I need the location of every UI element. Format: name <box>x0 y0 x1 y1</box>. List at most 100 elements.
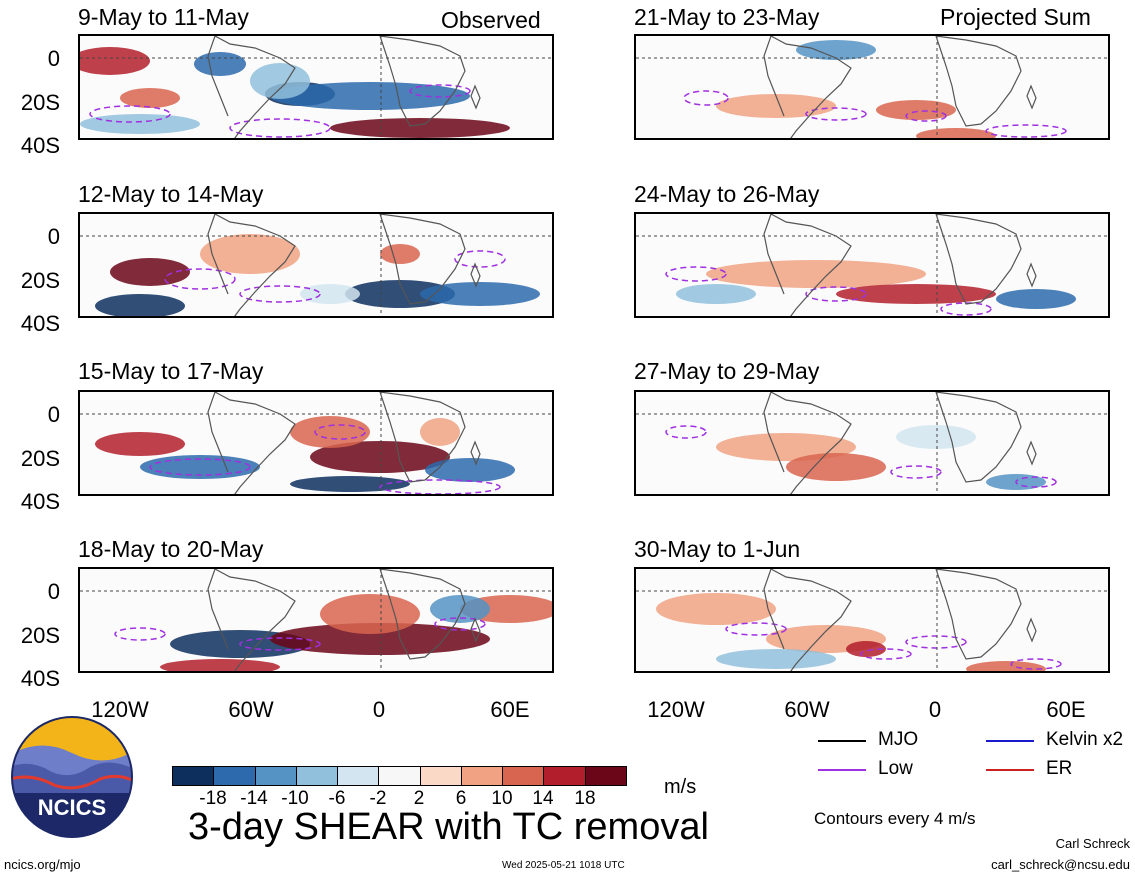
shear-map-panel-6 <box>634 212 1110 318</box>
low-contour <box>683 90 729 106</box>
shear-field <box>636 214 1108 316</box>
colorbar-swatch <box>503 767 545 785</box>
shear-anomaly-region <box>250 63 310 99</box>
shear-anomaly-region <box>200 234 300 274</box>
low-contour <box>665 425 707 439</box>
shear-anomaly-region <box>706 260 926 288</box>
shear-anomaly-region <box>716 649 836 669</box>
colorbar-swatch <box>173 767 215 785</box>
shear-map-panel-1 <box>78 34 554 140</box>
y-tick-label: 0 <box>47 579 60 604</box>
low-contour <box>239 285 321 303</box>
coastline-africa <box>935 36 1037 127</box>
colorbar-swatch <box>255 767 297 785</box>
colorbar-label: -6 <box>328 788 346 809</box>
low-contour <box>890 465 942 479</box>
legend-label-mjo: MJO <box>878 729 919 750</box>
low-contour <box>905 110 947 122</box>
shear-anomaly-region <box>846 641 886 657</box>
shear-map-panel-4 <box>78 567 554 673</box>
shear-anomaly-region <box>420 418 460 446</box>
shear-anomaly-region <box>160 659 280 671</box>
panel-title-3: 15-May to 17-May <box>78 358 264 384</box>
shear-anomaly-region <box>430 595 490 623</box>
shear-anomaly-region <box>656 593 776 625</box>
colorbar-unit: m/s <box>664 776 697 798</box>
shear-field <box>80 392 552 494</box>
low-contour <box>665 266 727 282</box>
colorbar-label: -10 <box>281 788 309 809</box>
low-contour <box>409 84 471 98</box>
ncics-logo: NCICS <box>10 715 134 839</box>
shear-anomaly-region <box>270 82 470 110</box>
shear-anomaly-region <box>896 425 976 449</box>
low-contour <box>905 635 967 649</box>
shear-field <box>636 392 1108 494</box>
shear-anomaly-region <box>786 453 886 481</box>
shear-map-panel-3 <box>78 390 554 496</box>
shear-anomaly-region <box>380 244 420 264</box>
legend-label-kelvin: Kelvin x2 <box>1046 729 1124 750</box>
coastline-south-america <box>763 569 852 671</box>
y-tick-label: 0 <box>47 224 60 249</box>
shear-field <box>80 214 552 316</box>
y-tick-label: 0 <box>47 402 60 427</box>
coastline-south-america <box>207 569 296 671</box>
low-contour <box>89 105 171 123</box>
colorbar-swatch <box>338 767 380 785</box>
panel-title-5: 21-May to 23-May <box>634 4 820 30</box>
colorbar-labels: -18 -14 -10 -6 -2 2 6 10 14 18 <box>172 786 627 816</box>
legend-label-low: Low <box>878 758 913 779</box>
x-tick-label: 120W <box>91 697 149 722</box>
footer-timestamp: Wed 2025-05-21 1018 UTC <box>502 860 625 871</box>
legend-line-kelvin <box>986 740 1034 742</box>
shear-anomaly-region <box>80 47 150 75</box>
contour-note: Contours every 4 m/s <box>814 809 976 828</box>
shear-anomaly-region <box>320 594 420 634</box>
low-contour <box>805 286 867 302</box>
x-tick-label: 60E <box>490 697 530 722</box>
colorbar-label: 18 <box>574 788 596 809</box>
shear-anomaly-region <box>95 432 185 456</box>
panel-title-2: 12-May to 14-May <box>78 181 264 207</box>
y-tick-label: 40S <box>20 489 60 514</box>
colorbar-swatch <box>585 767 626 785</box>
shear-anomaly-region <box>420 282 540 306</box>
shear-anomaly-region <box>80 114 200 134</box>
shear-anomaly-region <box>796 40 876 60</box>
shear-anomaly-region <box>996 289 1076 309</box>
panel-title-1: 9-May to 11-May <box>78 4 249 30</box>
low-contour <box>229 118 331 138</box>
coastline-africa <box>379 569 481 660</box>
coastline-south-america <box>207 214 296 316</box>
low-contour <box>805 107 867 121</box>
colorbar-label: -14 <box>240 788 268 809</box>
y-tick-label: 40S <box>20 311 60 336</box>
legend-line-low <box>818 769 866 771</box>
legend-label-er: ER <box>1046 758 1073 779</box>
shear-map-panel-5 <box>634 34 1110 140</box>
colorbar-swatch <box>379 767 421 785</box>
shear-anomaly-region <box>310 441 450 473</box>
colorbar-label: 14 <box>532 788 554 809</box>
shear-anomaly-region <box>836 284 996 304</box>
shear-anomaly-region <box>194 52 246 76</box>
colorbar-label: 2 <box>413 788 425 809</box>
low-contour <box>314 424 366 440</box>
low-contour <box>149 458 251 476</box>
colorbar-swatch <box>544 767 586 785</box>
coastline-south-america <box>207 392 296 494</box>
panel-title-4: 18-May to 20-May <box>78 536 264 562</box>
footer-author: Carl Schreck <box>1055 836 1130 851</box>
shear-anomaly-region <box>95 294 185 316</box>
colorbar-swatch <box>214 767 256 785</box>
shear-anomaly-region <box>290 416 370 448</box>
legend-line-mjo <box>818 740 866 742</box>
coastline-south-america <box>763 214 852 316</box>
chart-title: 3-day SHEAR with TC removal <box>188 806 709 848</box>
shear-anomaly-region <box>966 661 1046 671</box>
shear-field <box>636 36 1108 138</box>
low-contour <box>860 648 912 660</box>
shear-anomaly-region <box>425 458 515 482</box>
y-tick-label: 20S <box>20 623 60 648</box>
